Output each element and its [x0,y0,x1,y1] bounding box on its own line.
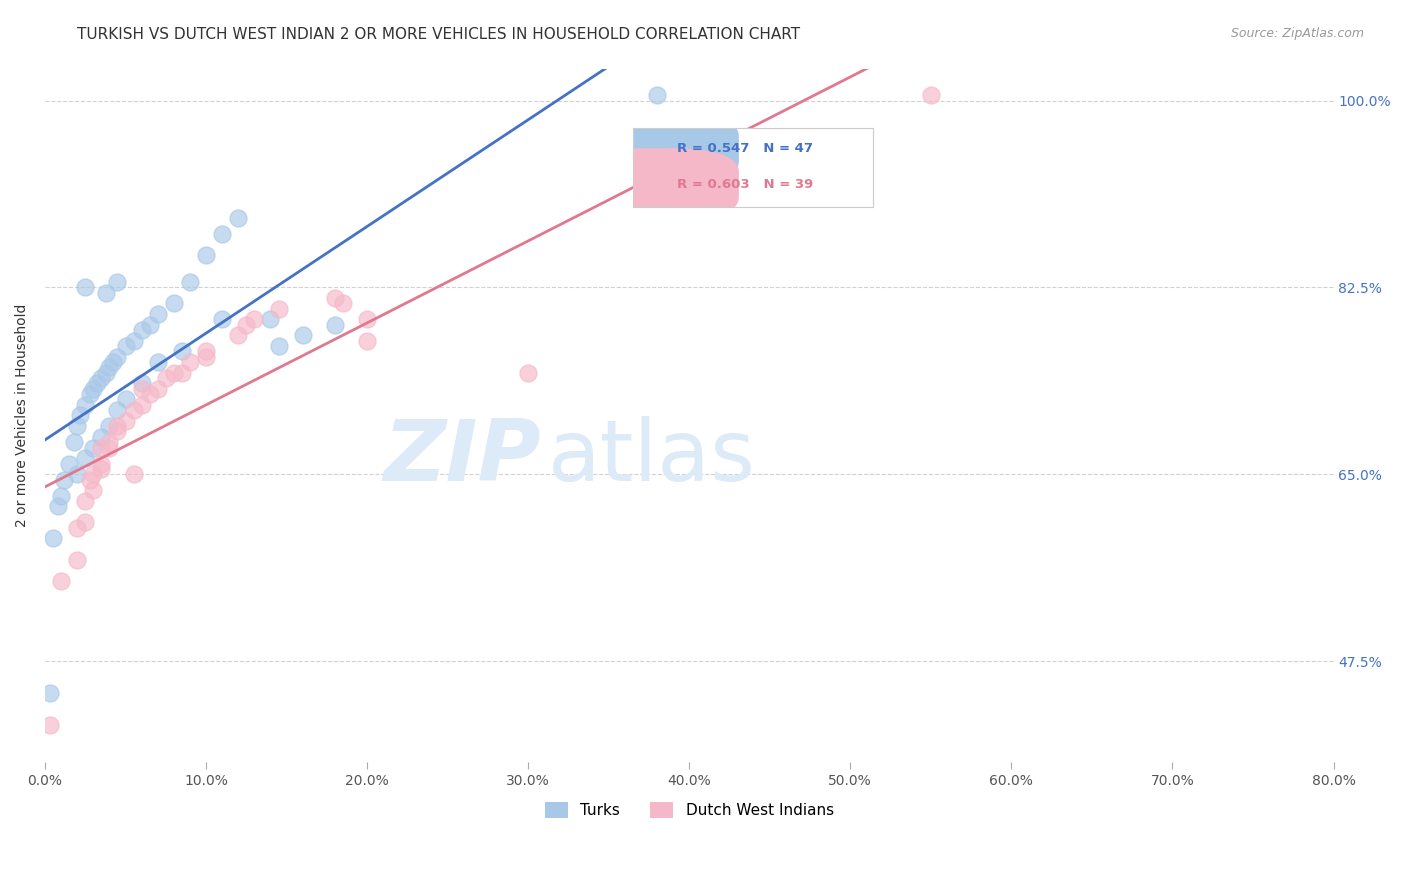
Legend: Turks, Dutch West Indians: Turks, Dutch West Indians [538,796,839,824]
Point [101,355,124,369]
Point [114,414,136,428]
Point [82,467,104,482]
Point [146,307,169,321]
Point [63,435,86,450]
Point [58,457,80,471]
Point [46,500,69,514]
Point [170,344,193,359]
Point [332,296,354,310]
Point [98,360,121,375]
Text: TURKISH VS DUTCH WEST INDIAN 2 OR MORE VEHICLES IN HOUSEHOLD CORRELATION CHART: TURKISH VS DUTCH WEST INDIAN 2 OR MORE V… [77,27,800,42]
Text: Source: ZipAtlas.com: Source: ZipAtlas.com [1230,27,1364,40]
Point [179,275,201,289]
Point [69,409,91,423]
Point [195,344,218,359]
Point [96,285,118,300]
Point [267,339,290,353]
Point [66,520,89,534]
Text: atlas: atlas [547,416,755,499]
Point [170,366,193,380]
Point [138,387,160,401]
Point [75,494,97,508]
Text: R = 0.547   N = 47: R = 0.547 N = 47 [676,143,813,155]
Point [131,376,153,391]
Point [107,275,129,289]
Point [66,552,89,566]
Point [645,88,668,103]
Point [79,387,101,401]
Point [517,366,540,380]
Point [122,334,145,348]
Point [75,398,97,412]
Point [122,467,145,482]
Point [131,323,153,337]
Point [49,574,72,588]
Point [38,718,60,732]
Point [96,366,118,380]
Point [323,291,346,305]
Point [82,441,104,455]
Point [75,280,97,294]
Point [86,376,108,391]
Point [82,483,104,498]
Point [146,355,169,369]
Point [259,312,281,326]
Point [291,328,314,343]
Point [211,227,233,241]
Point [163,296,186,310]
Point [138,318,160,332]
Point [98,441,121,455]
Point [226,211,249,225]
Point [75,515,97,529]
Point [323,318,346,332]
Point [267,301,290,316]
Point [107,425,129,439]
Point [75,451,97,466]
Point [235,318,257,332]
Point [356,334,378,348]
Point [38,686,60,700]
Point [114,392,136,407]
Point [53,473,76,487]
Y-axis label: 2 or more Vehicles in Household: 2 or more Vehicles in Household [15,304,30,527]
Point [179,355,201,369]
Point [195,248,218,262]
Point [211,312,233,326]
Point [356,312,378,326]
Point [98,419,121,434]
Point [107,403,129,417]
Point [146,382,169,396]
Point [131,382,153,396]
Point [49,489,72,503]
Point [66,419,89,434]
FancyBboxPatch shape [568,112,740,186]
Point [107,350,129,364]
Point [82,382,104,396]
Point [90,457,112,471]
Point [66,467,89,482]
Point [90,430,112,444]
Point [107,419,129,434]
FancyBboxPatch shape [568,148,740,221]
Point [243,312,266,326]
Point [42,531,65,545]
Point [90,371,112,385]
Point [226,328,249,343]
Point [79,473,101,487]
Point [114,339,136,353]
Point [122,403,145,417]
Point [98,435,121,450]
Text: ZIP: ZIP [384,416,541,499]
Point [195,350,218,364]
Point [163,366,186,380]
Point [90,462,112,476]
Point [155,371,177,385]
Point [131,398,153,412]
Point [90,441,112,455]
Point [920,88,942,103]
Text: R = 0.603   N = 39: R = 0.603 N = 39 [676,178,813,191]
